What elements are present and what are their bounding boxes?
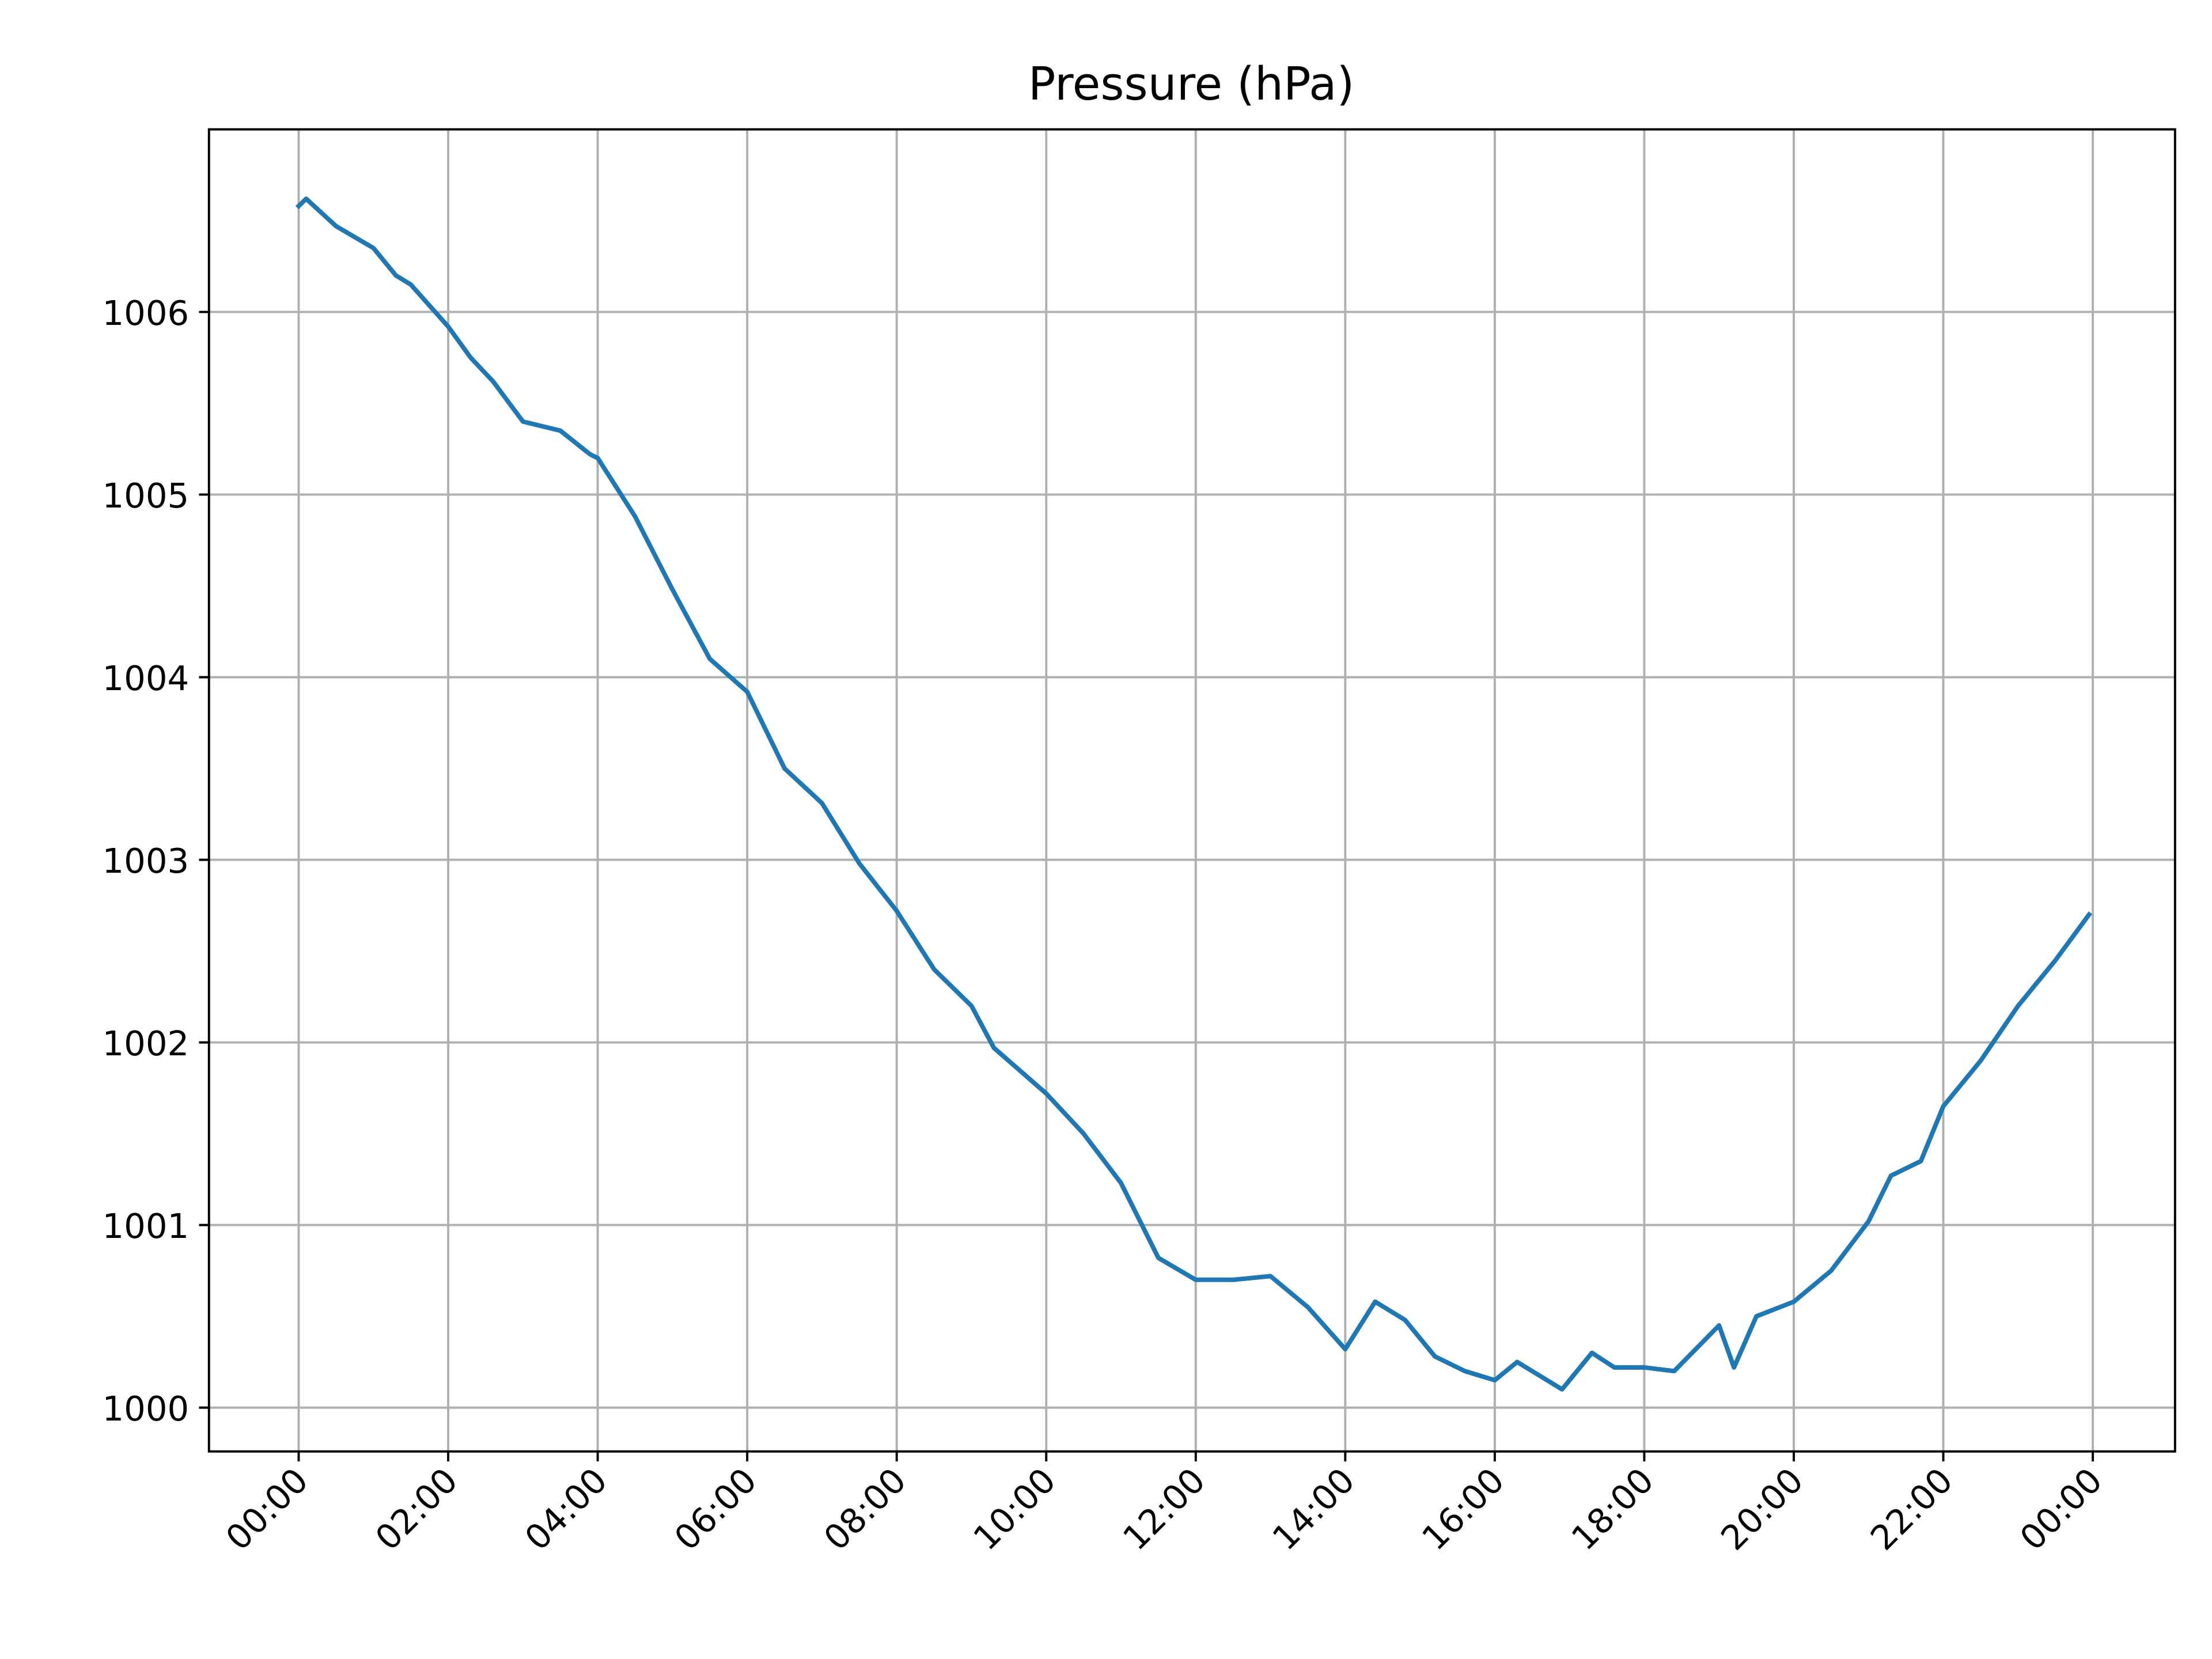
plot-frame bbox=[207, 128, 2176, 1453]
y-tick-label: 1005 bbox=[103, 476, 190, 516]
x-tick-label: 22:00 bbox=[1863, 1460, 1960, 1558]
x-tick-label: 20:00 bbox=[1713, 1460, 1810, 1558]
chart-title: Pressure (hPa) bbox=[1028, 58, 1354, 111]
x-tick-label: 00:00 bbox=[2012, 1460, 2109, 1558]
x-tick-label: 18:00 bbox=[1564, 1460, 1661, 1558]
x-tick-label: 02:00 bbox=[368, 1460, 465, 1558]
x-tick-label: 16:00 bbox=[1414, 1460, 1512, 1558]
y-tick-label: 1006 bbox=[103, 293, 190, 333]
y-tick-label: 1001 bbox=[103, 1206, 190, 1246]
x-tick-label: 14:00 bbox=[1265, 1460, 1362, 1558]
x-tick-label: 12:00 bbox=[1115, 1460, 1213, 1558]
line-series bbox=[295, 196, 2093, 1392]
y-tick-label: 1000 bbox=[103, 1389, 190, 1429]
x-tick-label: 10:00 bbox=[965, 1460, 1063, 1558]
x-tick-label: 00:00 bbox=[218, 1460, 316, 1558]
y-tick-label: 1002 bbox=[103, 1024, 190, 1063]
x-tick-label: 06:00 bbox=[666, 1460, 764, 1558]
x-tick-label: 04:00 bbox=[517, 1460, 615, 1558]
y-tick-label: 1003 bbox=[103, 841, 190, 881]
y-tick-label: 1004 bbox=[103, 658, 190, 698]
x-tick-label: 08:00 bbox=[816, 1460, 914, 1558]
